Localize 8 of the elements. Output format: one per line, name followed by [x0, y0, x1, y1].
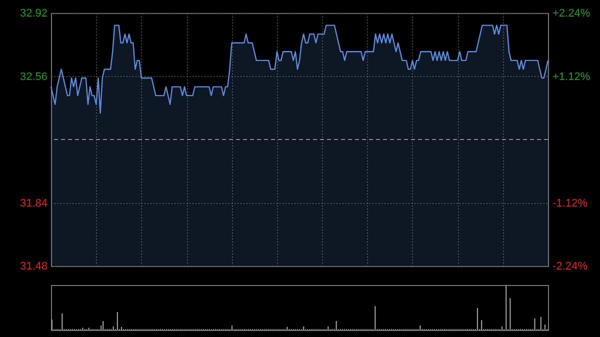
y2-tick-label: -2.24%	[552, 260, 588, 272]
y-tick-label: 31.84	[20, 197, 48, 210]
y2-tick-label: +2.24%	[552, 8, 590, 20]
y2-tick-label: +1.12%	[552, 70, 590, 83]
y-tick-label: 32.92	[20, 8, 48, 20]
y-tick-label: 32.56	[20, 70, 48, 83]
y2-tick-label: -1.12%	[552, 197, 588, 210]
y-tick-label: 31.48	[20, 260, 48, 272]
